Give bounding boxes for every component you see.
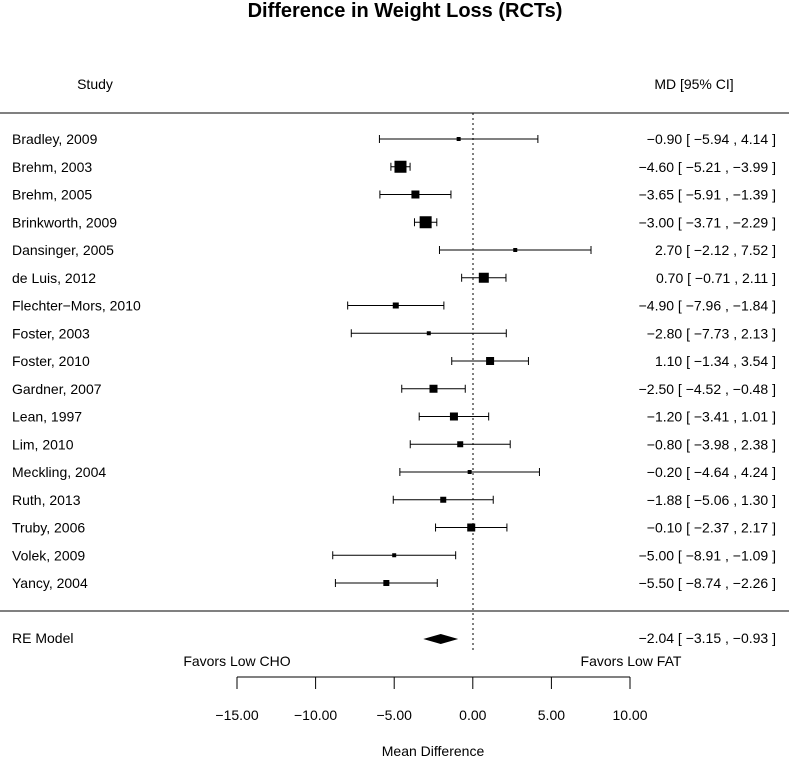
estimate-label: −4.90 [ −7.96 , −1.84 ] xyxy=(639,298,776,314)
summary-estimate-label: −2.04 [ −3.15 , −0.93 ] xyxy=(639,630,776,646)
estimate-label: −4.60 [ −5.21 , −3.99 ] xyxy=(639,159,776,175)
study-row: Truby, 2006 −0.10 [ −2.37 , 2.17 ] xyxy=(12,520,776,536)
study-name: Bradley, 2009 xyxy=(12,131,98,147)
study-name: de Luis, 2012 xyxy=(12,270,96,286)
study-name: Flechter−Mors, 2010 xyxy=(12,298,141,314)
study-name: Volek, 2009 xyxy=(12,547,85,563)
estimate-label: −5.00 [ −8.91 , −1.09 ] xyxy=(639,547,776,563)
summary-label: RE Model xyxy=(12,630,73,646)
estimate-label: −2.80 [ −7.73 , 2.13 ] xyxy=(647,325,776,341)
study-row: Lean, 1997 −1.20 [ −3.41 , 1.01 ] xyxy=(12,409,776,425)
study-row: Yancy, 2004 −5.50 [ −8.74 , −2.26 ] xyxy=(12,575,776,591)
point-estimate xyxy=(440,496,447,503)
point-estimate xyxy=(456,137,461,141)
study-row: Volek, 2009 −5.00 [ −8.91 , −1.09 ] xyxy=(12,547,776,563)
point-estimate xyxy=(392,302,399,309)
study-row: Brinkworth, 2009 −3.00 [ −3.71 , −2.29 ] xyxy=(12,214,776,230)
study-name: Lean, 1997 xyxy=(12,409,82,425)
point-estimate xyxy=(419,216,432,229)
study-name: Brinkworth, 2009 xyxy=(12,214,117,230)
estimate-label: −0.10 [ −2.37 , 2.17 ] xyxy=(647,520,776,536)
point-estimate xyxy=(392,553,397,558)
study-row: Bradley, 2009 −0.90 [ −5.94 , 4.14 ] xyxy=(12,131,776,147)
estimate-label: 1.10 [ −1.34 , 3.54 ] xyxy=(655,353,776,369)
summary-row: RE Model −2.04 [ −3.15 , −0.93 ] xyxy=(12,630,776,646)
point-estimate xyxy=(429,384,438,393)
x-tick-label: −5.00 xyxy=(376,707,412,723)
x-axis-label: Mean Difference xyxy=(382,743,485,758)
point-estimate xyxy=(426,331,431,336)
study-row: Brehm, 2005 −3.65 [ −5.91 , −1.39 ] xyxy=(12,187,776,203)
study-row: Foster, 2010 1.10 [ −1.34 , 3.54 ] xyxy=(12,353,776,369)
estimate-label: −0.90 [ −5.94 , 4.14 ] xyxy=(647,131,776,147)
point-estimate xyxy=(478,272,489,283)
study-name: Ruth, 2013 xyxy=(12,492,81,508)
point-estimate xyxy=(457,441,464,448)
favors-left-label: Favors Low CHO xyxy=(183,653,290,669)
x-tick-label: 0.00 xyxy=(459,707,486,723)
study-name: Brehm, 2005 xyxy=(12,187,92,203)
study-row: Lim, 2010 −0.80 [ −3.98 , 2.38 ] xyxy=(12,436,776,452)
x-tick-label: −15.00 xyxy=(215,707,258,723)
study-row: Flechter−Mors, 2010 −4.90 [ −7.96 , −1.84… xyxy=(12,298,776,314)
study-row: Ruth, 2013 −1.88 [ −5.06 , 1.30 ] xyxy=(12,492,776,508)
point-estimate xyxy=(513,248,518,252)
x-tick-label: −10.00 xyxy=(294,707,337,723)
study-name: Foster, 2010 xyxy=(12,353,90,369)
estimate-label: −1.88 [ −5.06 , 1.30 ] xyxy=(647,492,776,508)
favors-right-label: Favors Low FAT xyxy=(581,653,682,669)
x-tick-label: 10.00 xyxy=(612,707,647,723)
x-axis: −15.00 −10.00 −5.00 0.00 5.00 10.00 xyxy=(215,676,648,723)
study-name: Truby, 2006 xyxy=(12,520,85,536)
point-estimate xyxy=(394,160,407,173)
estimate-label: −0.20 [ −4.64 , 4.24 ] xyxy=(647,464,776,480)
study-name: Meckling, 2004 xyxy=(12,464,106,480)
estimate-label: −1.20 [ −3.41 , 1.01 ] xyxy=(647,409,776,425)
study-name: Gardner, 2007 xyxy=(12,381,102,397)
study-row: Brehm, 2003 −4.60 [ −5.21 , −3.99 ] xyxy=(12,159,776,175)
summary-diamond xyxy=(423,634,459,644)
point-estimate xyxy=(383,580,390,586)
estimate-label: −5.50 [ −8.74 , −2.26 ] xyxy=(639,575,776,591)
estimate-column-header: MD [95% CI] xyxy=(654,76,733,92)
study-row: Dansinger, 2005 2.70 [ −2.12 , 7.52 ] xyxy=(12,242,776,258)
study-column-header: Study xyxy=(77,76,113,92)
point-estimate xyxy=(467,523,476,532)
study-row: Meckling, 2004 −0.20 [ −4.64 , 4.24 ] xyxy=(12,464,776,480)
study-name: Foster, 2003 xyxy=(12,325,90,341)
point-estimate xyxy=(411,190,420,199)
study-name: Dansinger, 2005 xyxy=(12,242,114,258)
point-estimate xyxy=(449,412,458,421)
x-tick-label: 5.00 xyxy=(538,707,565,723)
study-name: Yancy, 2004 xyxy=(12,575,88,591)
estimate-label: 2.70 [ −2.12 , 7.52 ] xyxy=(655,242,776,258)
study-row: Gardner, 2007 −2.50 [ −4.52 , −0.48 ] xyxy=(12,381,776,397)
point-estimate xyxy=(467,470,472,474)
study-name: Brehm, 2003 xyxy=(12,159,92,175)
study-row: Foster, 2003 −2.80 [ −7.73 , 2.13 ] xyxy=(12,325,776,341)
estimate-label: 0.70 [ −0.71 , 2.11 ] xyxy=(656,270,776,286)
estimate-label: −3.00 [ −3.71 , −2.29 ] xyxy=(639,214,776,230)
chart-title: Difference in Weight Loss (RCTs) xyxy=(248,0,563,22)
study-rows: Bradley, 2009 −0.90 [ −5.94 , 4.14 ] Brehm… xyxy=(12,131,776,591)
estimate-label: −0.80 [ −3.98 , 2.38 ] xyxy=(647,436,776,452)
estimate-label: −3.65 [ −5.91 , −1.39 ] xyxy=(639,187,776,203)
estimate-label: −2.50 [ −4.52 , −0.48 ] xyxy=(639,381,776,397)
study-row: de Luis, 2012 0.70 [ −0.71 , 2.11 ] xyxy=(12,270,776,286)
study-name: Lim, 2010 xyxy=(12,436,74,452)
point-estimate xyxy=(486,357,495,365)
